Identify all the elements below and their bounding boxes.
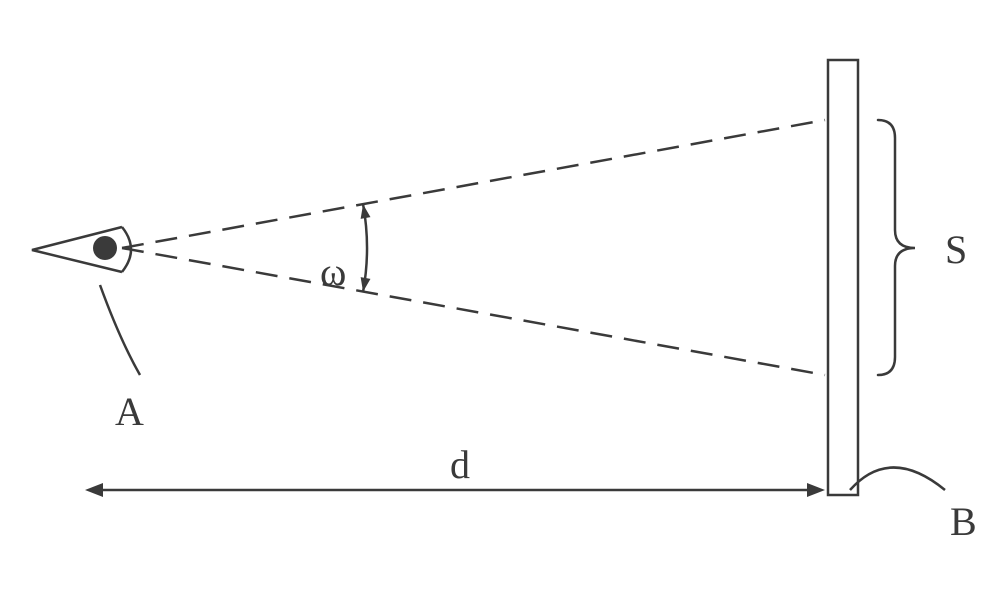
label-omega: ω — [320, 249, 346, 294]
label-b: B — [950, 499, 977, 544]
label-s: S — [945, 227, 967, 272]
canvas-bg — [0, 0, 1000, 597]
eye-pupil — [93, 236, 117, 260]
label-d: d — [450, 442, 470, 487]
label-a: A — [115, 389, 144, 434]
